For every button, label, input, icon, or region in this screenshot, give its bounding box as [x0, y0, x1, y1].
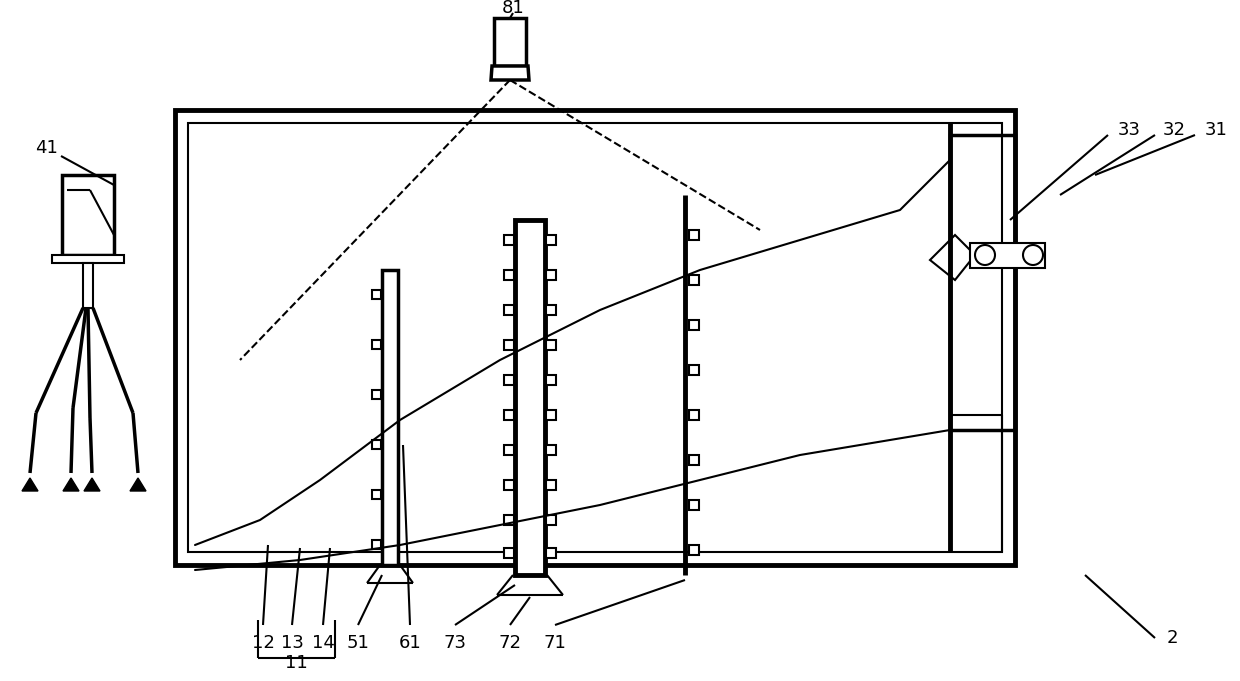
Bar — [689, 230, 699, 240]
Text: 72: 72 — [498, 634, 522, 652]
Bar — [503, 375, 515, 385]
Bar — [503, 235, 515, 245]
Bar — [175, 110, 1016, 565]
Bar — [503, 270, 515, 280]
Bar — [546, 445, 556, 455]
Bar — [494, 18, 526, 66]
Bar — [372, 490, 381, 499]
Bar — [689, 500, 699, 510]
Text: 31: 31 — [1205, 121, 1228, 139]
Bar — [546, 340, 556, 350]
Polygon shape — [491, 66, 529, 80]
Bar — [546, 548, 556, 558]
Bar — [503, 305, 515, 315]
Bar — [503, 410, 515, 420]
Bar — [546, 480, 556, 490]
Text: 51: 51 — [346, 634, 370, 652]
Text: 33: 33 — [1118, 121, 1141, 139]
Bar — [503, 340, 515, 350]
Text: 11: 11 — [285, 654, 308, 672]
Bar — [970, 243, 1045, 268]
Text: 71: 71 — [543, 634, 567, 652]
Bar — [689, 275, 699, 285]
Polygon shape — [63, 478, 79, 491]
Text: 32: 32 — [1163, 121, 1185, 139]
Bar — [515, 220, 546, 575]
Text: 81: 81 — [502, 0, 525, 17]
Bar — [372, 390, 381, 399]
Bar — [52, 255, 124, 263]
Bar — [503, 445, 515, 455]
Bar — [83, 263, 93, 308]
Text: 13: 13 — [280, 634, 304, 652]
Bar — [188, 123, 1002, 552]
Polygon shape — [84, 478, 100, 491]
Text: 12: 12 — [252, 634, 274, 652]
Bar — [382, 270, 398, 565]
Text: 2: 2 — [1167, 629, 1178, 647]
Bar — [372, 290, 381, 299]
Bar — [689, 455, 699, 465]
Bar — [546, 375, 556, 385]
Bar — [372, 340, 381, 349]
Text: 41: 41 — [35, 139, 57, 157]
Polygon shape — [22, 478, 38, 491]
Bar — [950, 135, 1016, 430]
Bar — [689, 545, 699, 555]
Bar — [62, 175, 114, 255]
Text: 61: 61 — [398, 634, 422, 652]
Bar — [689, 410, 699, 420]
Bar — [372, 540, 381, 549]
Bar — [689, 320, 699, 330]
Bar — [503, 515, 515, 525]
Bar — [503, 480, 515, 490]
Bar — [546, 515, 556, 525]
Bar — [503, 548, 515, 558]
Text: 14: 14 — [311, 634, 335, 652]
Text: 73: 73 — [444, 634, 466, 652]
Bar — [546, 235, 556, 245]
Bar — [372, 440, 381, 449]
Bar — [689, 365, 699, 375]
Polygon shape — [130, 478, 146, 491]
Bar — [546, 410, 556, 420]
Bar — [546, 270, 556, 280]
Bar — [546, 305, 556, 315]
